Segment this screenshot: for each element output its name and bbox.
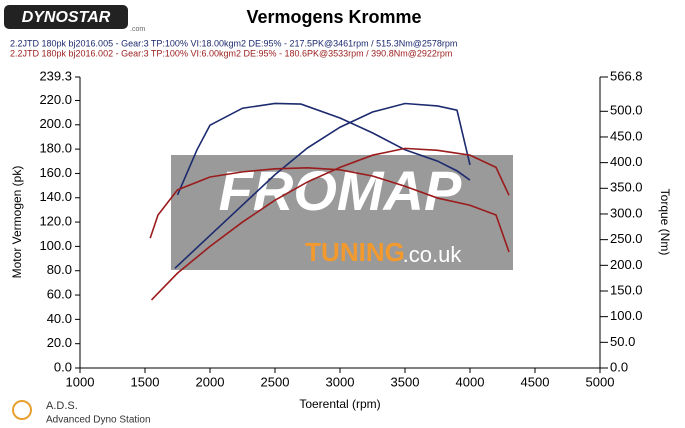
footer-icon <box>12 400 32 420</box>
watermark-domain: .co.uk <box>403 242 463 267</box>
y2-tick-label: 400.0 <box>610 154 643 169</box>
y-tick-label: 120.0 <box>39 214 72 229</box>
watermark: FROMAP <box>219 159 462 222</box>
y2-tick-label: 300.0 <box>610 205 643 220</box>
y-tick-label: 200.0 <box>39 116 72 131</box>
y2-tick-label: 350.0 <box>610 180 643 195</box>
x-tick-label: 1000 <box>66 374 95 389</box>
y2-tick-label: 500.0 <box>610 103 643 118</box>
footer-subtitle: Advanced Dyno Station <box>46 415 151 426</box>
x-tick-label: 3000 <box>326 374 355 389</box>
y2-tick-label: 250.0 <box>610 231 643 246</box>
legend-entry: 2.2JTD 180pk bj2016.005 - Gear:3 TP:100%… <box>10 38 457 48</box>
legend-entry: 2.2JTD 180pk bj2016.002 - Gear:3 TP:100%… <box>10 48 452 58</box>
watermark-sub: TUNING <box>305 237 405 267</box>
y2-tick-label: 0.0 <box>610 359 628 374</box>
x-tick-label: 3500 <box>391 374 420 389</box>
logo-sub: .com <box>130 26 145 33</box>
data-line <box>174 102 471 269</box>
y2-tick-label: 200.0 <box>610 257 643 272</box>
y-tick-label: 239.3 <box>39 68 72 83</box>
y-tick-label: 0.0 <box>54 359 72 374</box>
chart-title: Vermogens Kromme <box>246 7 421 27</box>
y-tick-label: 100.0 <box>39 238 72 253</box>
y2-tick-label: 150.0 <box>610 282 643 297</box>
x-axis-label: Toerental (rpm) <box>299 397 380 411</box>
y2-axis-label: Torque (Nm) <box>658 189 672 256</box>
y2-tick-label: 50.0 <box>610 334 635 349</box>
x-tick-label: 2000 <box>196 374 225 389</box>
data-line <box>176 102 471 196</box>
y2-tick-label: 566.8 <box>610 68 643 83</box>
y2-tick-label: 450.0 <box>610 128 643 143</box>
y2-tick-label: 100.0 <box>610 308 643 323</box>
y-tick-label: 80.0 <box>47 262 72 277</box>
y-tick-label: 180.0 <box>39 141 72 156</box>
footer-brand: A.D.S. <box>46 400 78 412</box>
x-tick-label: 4500 <box>521 374 550 389</box>
x-tick-label: 4000 <box>456 374 485 389</box>
x-tick-label: 2500 <box>261 374 290 389</box>
data-line <box>150 147 510 301</box>
y-tick-label: 60.0 <box>47 286 72 301</box>
x-tick-label: 1500 <box>131 374 160 389</box>
data-line <box>149 166 510 253</box>
logo: DYNOSTAR <box>22 9 111 26</box>
y-tick-label: 160.0 <box>39 165 72 180</box>
x-tick-label: 5000 <box>586 374 615 389</box>
y-tick-label: 140.0 <box>39 189 72 204</box>
y-tick-label: 220.0 <box>39 92 72 107</box>
y-axis-label: Motor Vermogen (pk) <box>10 166 24 279</box>
logo-box <box>4 5 128 29</box>
y-tick-label: 40.0 <box>47 311 72 326</box>
y-tick-label: 20.0 <box>47 335 72 350</box>
